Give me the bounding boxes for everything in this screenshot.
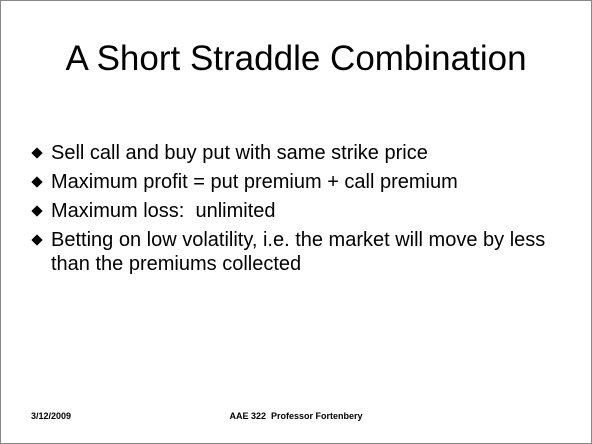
slide-date: 3/12/2009 — [31, 411, 72, 421]
bullet-text: Maximum loss: unlimited — [51, 200, 276, 222]
bullet-item: Maximum loss: unlimited — [31, 199, 571, 223]
bullet-marker — [31, 147, 43, 159]
bullet-marker — [31, 234, 43, 246]
bullet-text: Betting on low volatility, i.e. the mark… — [51, 229, 546, 275]
bullet-item: Sell call and buy put with same strike p… — [31, 141, 571, 165]
bullet-marker — [31, 205, 43, 217]
bullet-text: Sell call and buy put with same strike p… — [51, 142, 428, 164]
bullet-item: Maximum profit = put premium + call prem… — [31, 170, 571, 194]
slide-footer: AAE 322 Professor Fortenbery — [229, 411, 363, 421]
bullet-list: Sell call and buy put with same strike p… — [31, 141, 571, 281]
bullet-text: Maximum profit = put premium + call prem… — [51, 171, 458, 193]
bullet-item: Betting on low volatility, i.e. the mark… — [31, 228, 571, 276]
bullet-marker — [31, 176, 43, 188]
slide-title: A Short Straddle Combination — [65, 39, 527, 78]
